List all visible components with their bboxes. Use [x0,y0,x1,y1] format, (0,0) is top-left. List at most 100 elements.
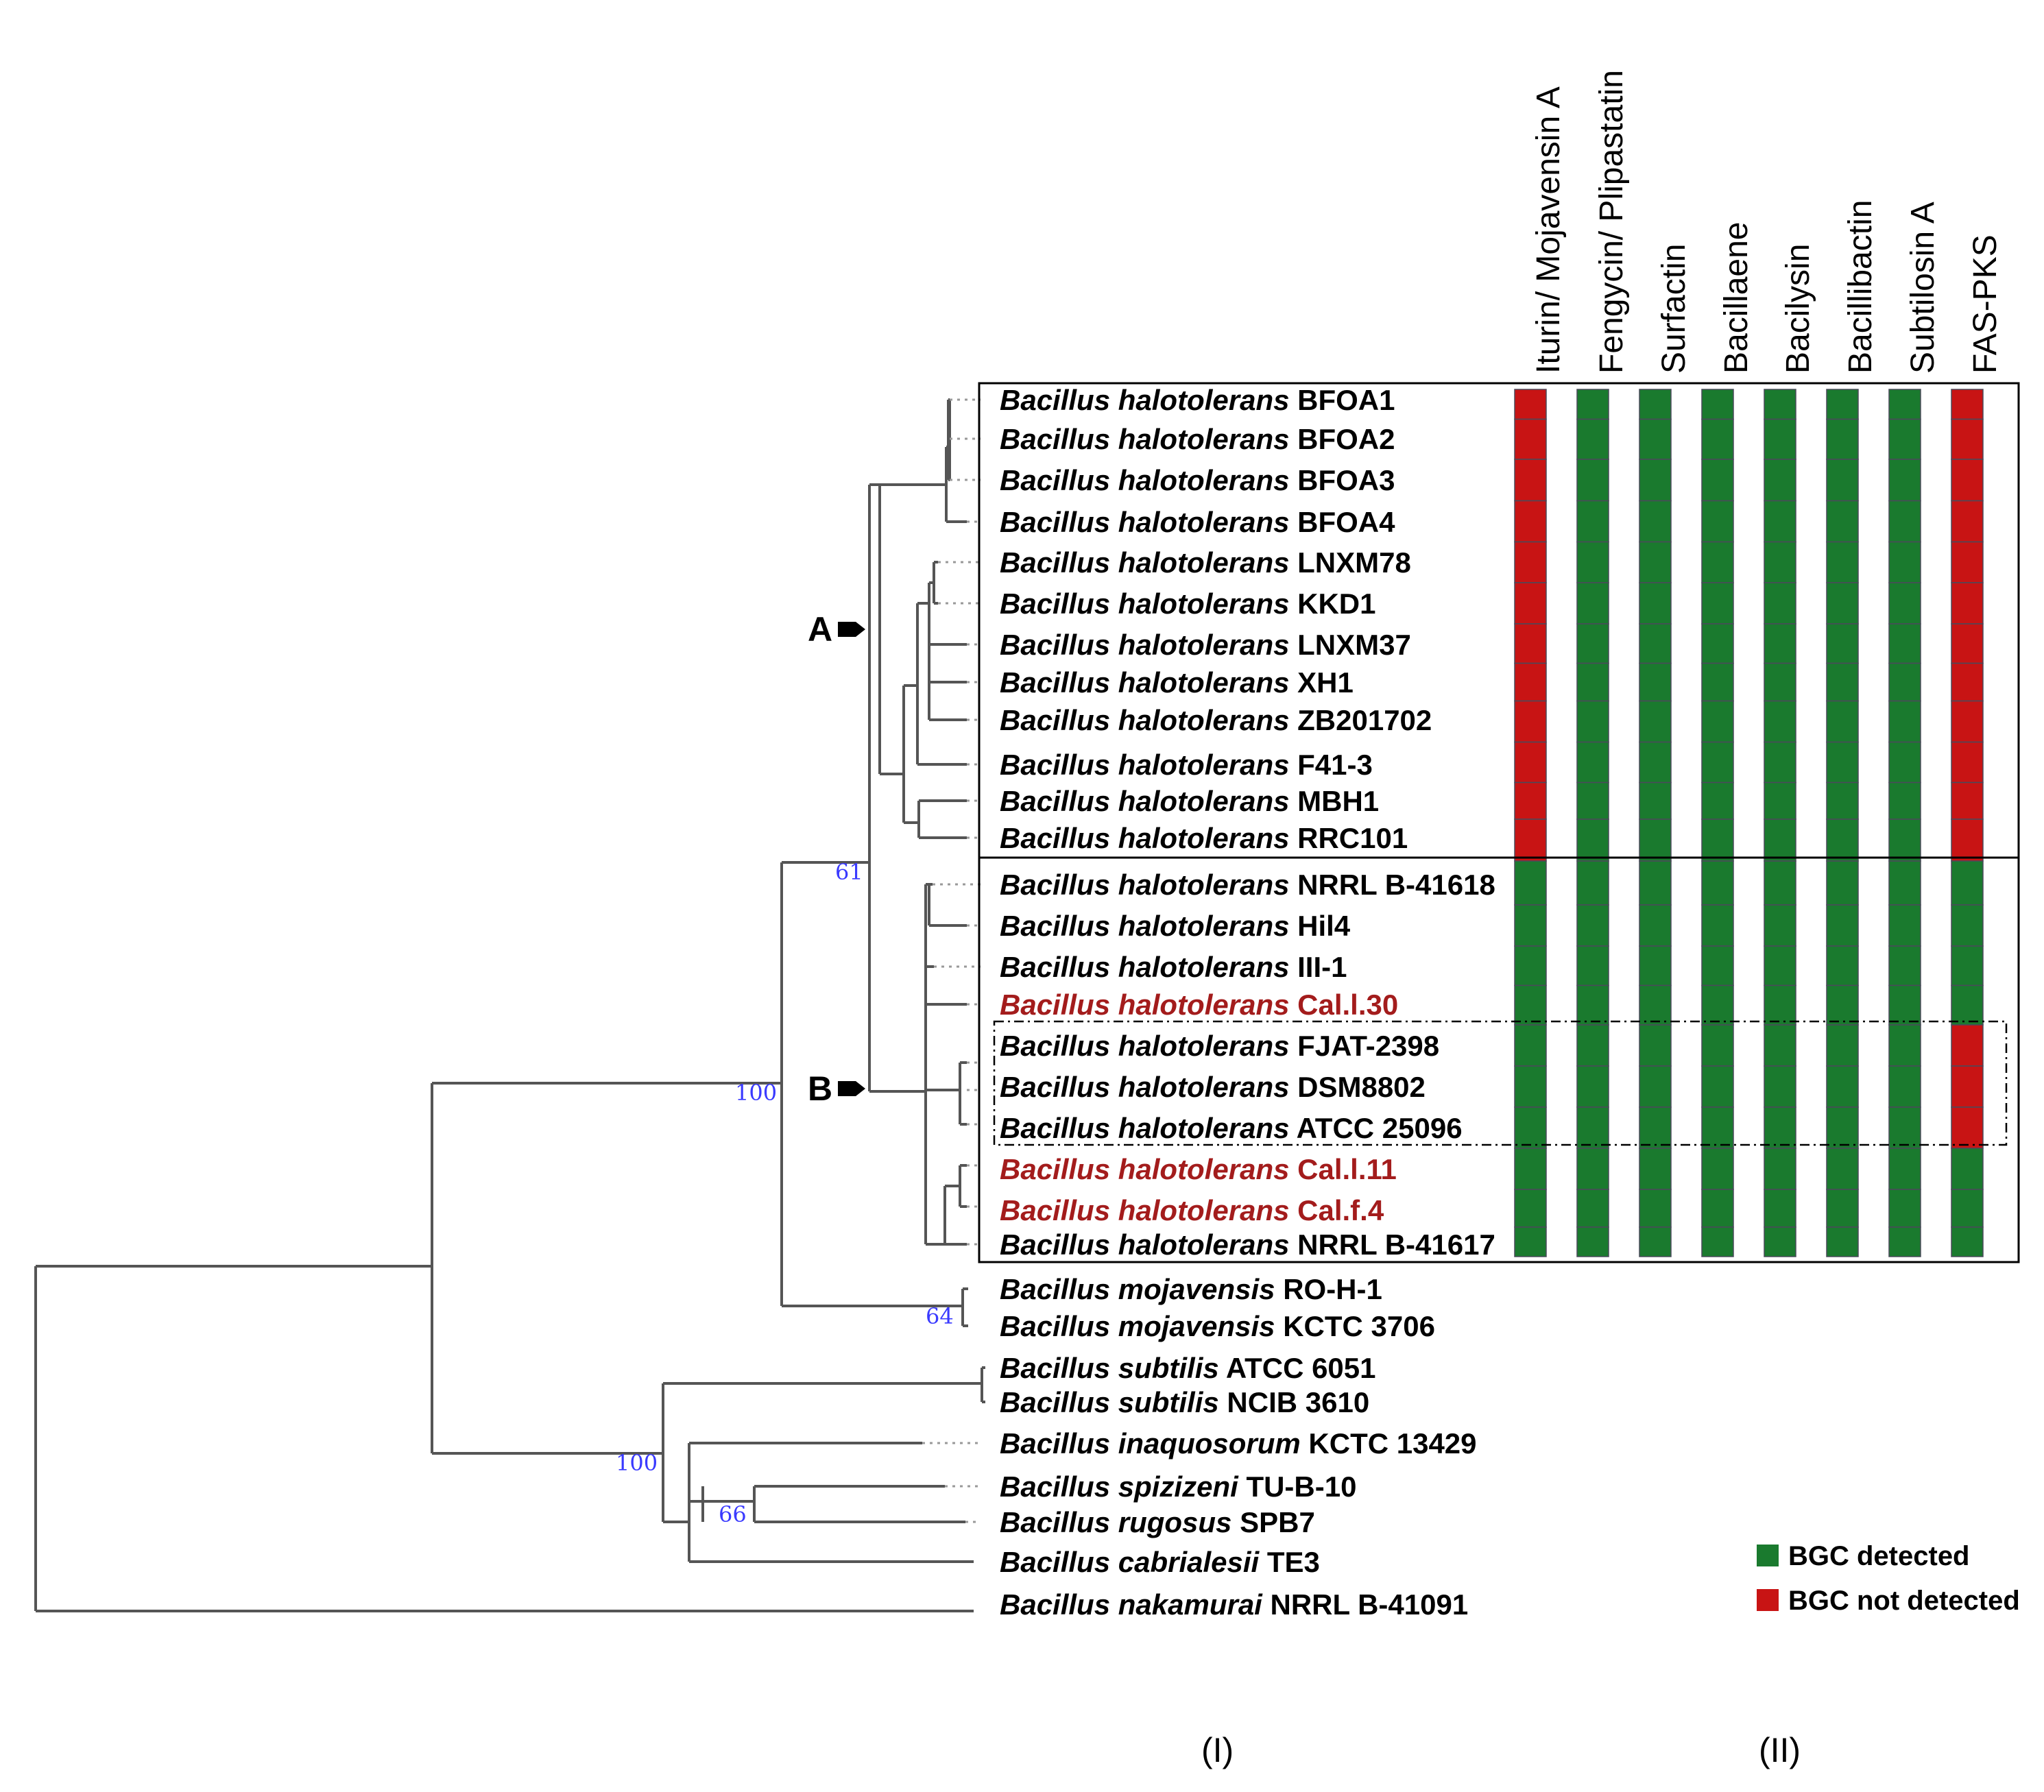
taxon-strain: RRC101 [1289,822,1408,854]
bgc-cell-detected [1888,700,1921,743]
taxon-species: Bacillus halotolerans [1000,546,1289,579]
taxon-strain: KCTC 3706 [1275,1310,1435,1342]
taxon-strain: BFOA1 [1289,384,1395,416]
bgc-cell-detected [1639,623,1672,664]
taxon-species: Bacillus halotolerans [1000,1030,1289,1062]
bgc-cell-detected [1951,984,1984,1026]
bgc-cell-detected [1888,741,1921,784]
taxon-species: Bacillus subtilis [1000,1386,1219,1418]
bgc-cell-detected [1764,984,1796,1026]
bgc-cell-detected [1701,1024,1734,1067]
taxon-label: Bacillus halotolerans ATCC 25096 [1000,1112,1463,1144]
taxon-species: Bacillus halotolerans [1000,951,1289,983]
bgc-cell-detected [1888,1226,1921,1257]
clade-a-label: A [808,610,832,649]
leader-lines [922,398,981,1523]
nrrl-hil4 [928,883,967,927]
bgc-cell-detected [1701,418,1734,460]
bgc-cell-detected [1701,1226,1734,1257]
clade-b-inner [924,883,945,1246]
bgc-cell-detected [1514,860,1547,906]
bgc-cell-not-detected [1951,582,1984,625]
taxon-species: Bacillus rugosus [1000,1506,1231,1538]
bgc-cell-detected [1764,418,1796,460]
taxon-label: Bacillus halotolerans BFOA4 [1000,506,1395,538]
bgc-cell-detected [1764,1226,1796,1257]
clade-b-box [978,856,2020,1263]
lnxm78-kkd1 [933,561,938,605]
bgc-cell-detected [1576,860,1609,906]
bgc-cell-detected [1576,1106,1609,1149]
subtilis-group-branch [662,1382,982,1523]
bgc-cell-detected [1576,459,1609,502]
bgc-cell-not-detected [1951,662,1984,702]
bgc-cell-detected [1639,945,1672,986]
clade-a-inner [902,684,919,824]
bgc-cell-detected [1826,623,1859,664]
taxon-strain: Cal.l.11 [1289,1153,1396,1185]
taxon-species: Bacillus halotolerans [1000,822,1289,854]
bgc-cell-detected [1639,662,1672,702]
taxon-species: Bacillus halotolerans [1000,1153,1289,1185]
bgc-cell-detected [1639,782,1672,820]
clade-a-marker: A [808,610,865,649]
taxon-strain: FJAT-2398 [1289,1030,1439,1062]
bgc-cell-detected [1826,662,1859,702]
bgc-cell-detected [1826,700,1859,743]
bgc-cell-detected [1576,984,1609,1026]
bgc-cell-detected [1888,582,1921,625]
taxon-species: Bacillus inaquosorum [1000,1427,1301,1460]
bootstrap-61: 61 [835,859,863,885]
bgc-cell-detected [1701,623,1734,664]
taxon-strain: NRRL B-41617 [1289,1228,1495,1261]
taxon-species: Bacillus cabrialesii [1000,1546,1260,1578]
bgc-cell-detected [1701,741,1734,784]
bgc-cell-detected [1639,418,1672,460]
bgc-cell-not-detected [1514,418,1547,460]
bgc-cell-detected [1701,582,1734,625]
bgc-cell-detected [1576,904,1609,947]
bgc-cell-detected [1764,389,1796,420]
clade-b-label: B [808,1069,832,1108]
bgc-cell-detected [1888,1148,1921,1190]
col-header-surfactin: Surfactin [1656,244,1692,374]
taxon-species: Bacillus halotolerans [1000,1194,1289,1226]
taxon-strain: MBH1 [1289,785,1379,817]
ingroup-branch [431,1082,782,1455]
taxon-label: Bacillus halotolerans Cal.f.4 [1000,1194,1384,1226]
bgc-cell-detected [1639,1024,1672,1067]
b-subclade [924,965,967,1091]
taxon-species: Bacillus halotolerans [1000,1228,1289,1261]
taxon-species: Bacillus nakamurai [1000,1588,1263,1621]
bgc-cell-detected [1826,782,1859,820]
taxon-species: Bacillus halotolerans [1000,384,1289,416]
taxon-species: Bacillus mojavensis [1000,1273,1275,1305]
taxon-strain: III-1 [1289,951,1347,983]
taxon-species: Bacillus halotolerans [1000,869,1289,901]
bgc-cell-detected [1888,1189,1921,1228]
col-header-fas-pks: FAS-PKS [1967,234,2004,374]
taxon-species: Bacillus halotolerans [1000,506,1289,538]
bgc-cell-detected [1576,418,1609,460]
bgc-cell-detected [1639,1065,1672,1108]
bgc-cell-not-detected [1951,782,1984,820]
atcc-dsm-branch [959,1061,967,1126]
bgc-cell-detected [1701,904,1734,947]
bgc-cell-detected [1576,1024,1609,1067]
taxon-strain: XH1 [1289,666,1353,699]
clade-boxes [978,382,2020,1263]
taxon-label: Bacillus halotolerans LNXM78 [1000,546,1411,579]
bgc-cell-detected [1951,1189,1984,1228]
bgc-cell-detected [1639,1148,1672,1190]
taxon-species: Bacillus halotolerans [1000,704,1289,736]
bgc-cell-detected [1826,1024,1859,1067]
bgc-cell-detected [1701,662,1734,702]
legend-not-detected-label: BGC not detected [1788,1586,2020,1616]
bgc-cell-detected [1514,1226,1547,1257]
taxon-strain: BFOA2 [1289,423,1395,455]
mbh-rrc-branch [917,799,967,839]
bgc-cell-detected [1888,1065,1921,1108]
bgc-cell-detected [1888,459,1921,502]
bootstrap-66: 66 [719,1501,747,1527]
legend-detected-label: BGC detected [1788,1541,1970,1571]
